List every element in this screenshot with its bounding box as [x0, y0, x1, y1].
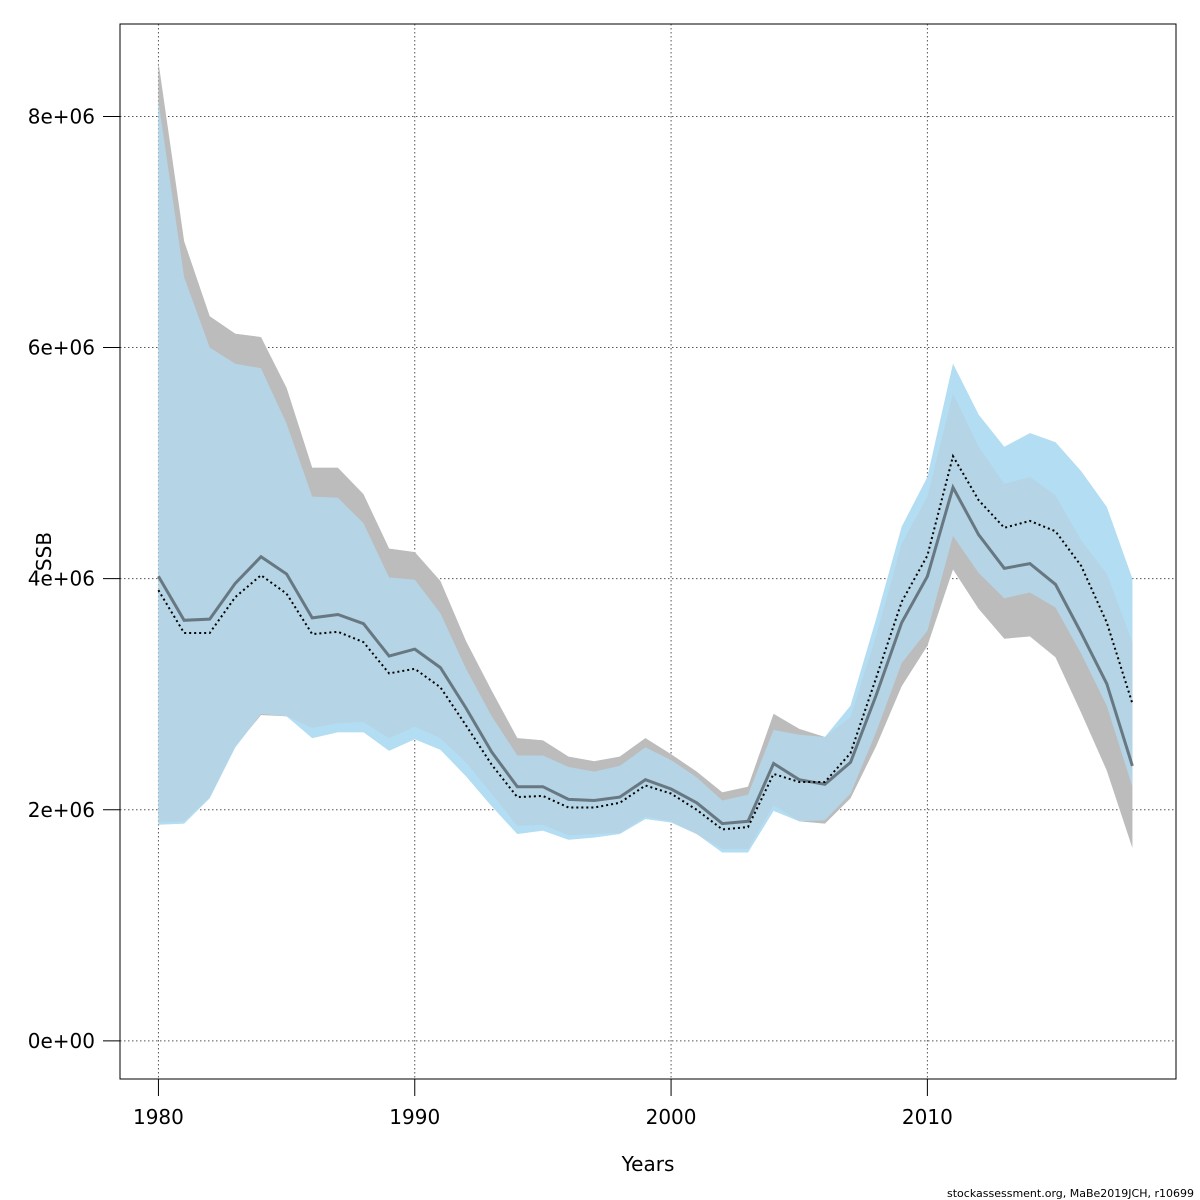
y-tick-label-2: 4e+06	[28, 567, 95, 591]
x-axis-title: Years	[621, 1152, 675, 1176]
y-tick-label-3: 6e+06	[28, 336, 95, 360]
axes: 1980 1990 2000 2010 0e+00 2e+06 4e+06 6e+06 8e+0…	[28, 104, 953, 1129]
series-1-confidence-band-overlay	[158, 101, 1133, 853]
y-tick-label-0: 0e+00	[28, 1029, 95, 1053]
series-lines	[157, 453, 1134, 831]
series-0-line	[157, 483, 1134, 826]
credit-text: stockassessment.org, MaBe2019JCH, r10699	[947, 1187, 1194, 1200]
series-1-line	[157, 453, 1134, 831]
x-tick-label-1: 1990	[389, 1105, 440, 1129]
y-tick-label-4: 8e+06	[28, 104, 95, 128]
y-axis-title: SSB	[32, 532, 56, 571]
x-tick-label-3: 2010	[902, 1105, 953, 1129]
x-tick-label-2: 2000	[646, 1105, 697, 1129]
y-tick-label-1: 2e+06	[28, 798, 95, 822]
confidence-bands	[158, 62, 1133, 853]
x-tick-label-0: 1980	[133, 1105, 184, 1129]
